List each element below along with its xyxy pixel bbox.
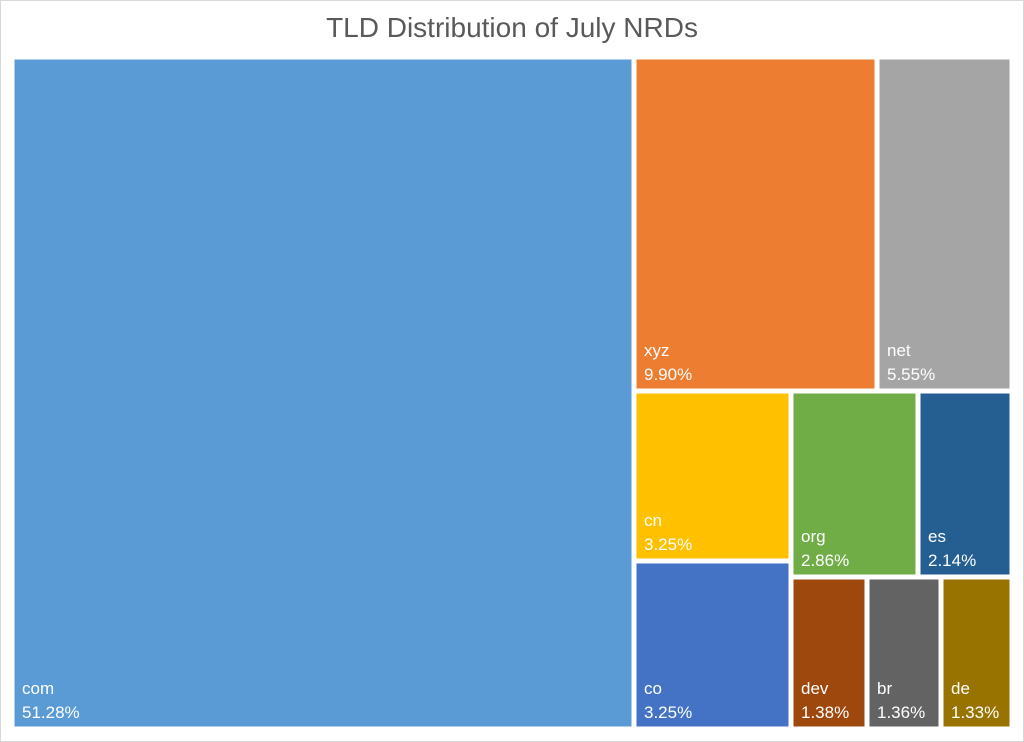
tile-value-co: 3.25% xyxy=(644,703,692,722)
tile-xyz: xyz 9.90% xyxy=(633,56,878,392)
tile-br: br 1.36% xyxy=(866,576,942,730)
tile-value-de: 1.33% xyxy=(951,703,999,722)
tile-value-xyz: 9.90% xyxy=(644,365,692,384)
tile-rect-br xyxy=(866,576,942,730)
tile-name-co: co xyxy=(644,679,662,698)
tile-org: org 2.86% xyxy=(790,390,919,578)
tile-rect-org xyxy=(790,390,919,578)
tile-cn: cn 3.25% xyxy=(633,390,792,562)
tile-net: net 5.55% xyxy=(876,56,1013,392)
tile-name-de: de xyxy=(951,679,970,698)
tile-name-br: br xyxy=(877,679,892,698)
tile-rect-xyz xyxy=(633,56,878,392)
tile-rect-com xyxy=(11,56,635,730)
tile-co: co 3.25% xyxy=(633,560,792,730)
tile-rect-de xyxy=(940,576,1013,730)
tile-value-es: 2.14% xyxy=(928,551,976,570)
tile-value-cn: 3.25% xyxy=(644,535,692,554)
tile-name-cn: cn xyxy=(644,511,662,530)
tile-value-net: 5.55% xyxy=(887,365,935,384)
tile-value-org: 2.86% xyxy=(801,551,849,570)
tile-value-dev: 1.38% xyxy=(801,703,849,722)
tile-value-com: 51.28% xyxy=(22,703,80,722)
tile-com: com 51.28% xyxy=(11,56,635,730)
chart-title: TLD Distribution of July NRDs xyxy=(326,12,698,43)
tile-value-br: 1.36% xyxy=(877,703,925,722)
tile-name-dev: dev xyxy=(801,679,829,698)
tile-rect-co xyxy=(633,560,792,730)
tile-rect-cn xyxy=(633,390,792,562)
tile-name-xyz: xyz xyxy=(644,341,670,360)
tile-es: es 2.14% xyxy=(917,390,1013,578)
tile-rect-es xyxy=(917,390,1013,578)
tile-name-net: net xyxy=(887,341,911,360)
tile-name-es: es xyxy=(928,527,946,546)
tile-rect-dev xyxy=(790,576,868,730)
tile-name-org: org xyxy=(801,527,826,546)
tile-de: de 1.33% xyxy=(940,576,1013,730)
tile-rect-net xyxy=(876,56,1013,392)
tile-name-com: com xyxy=(22,679,54,698)
tile-dev: dev 1.38% xyxy=(790,576,868,730)
